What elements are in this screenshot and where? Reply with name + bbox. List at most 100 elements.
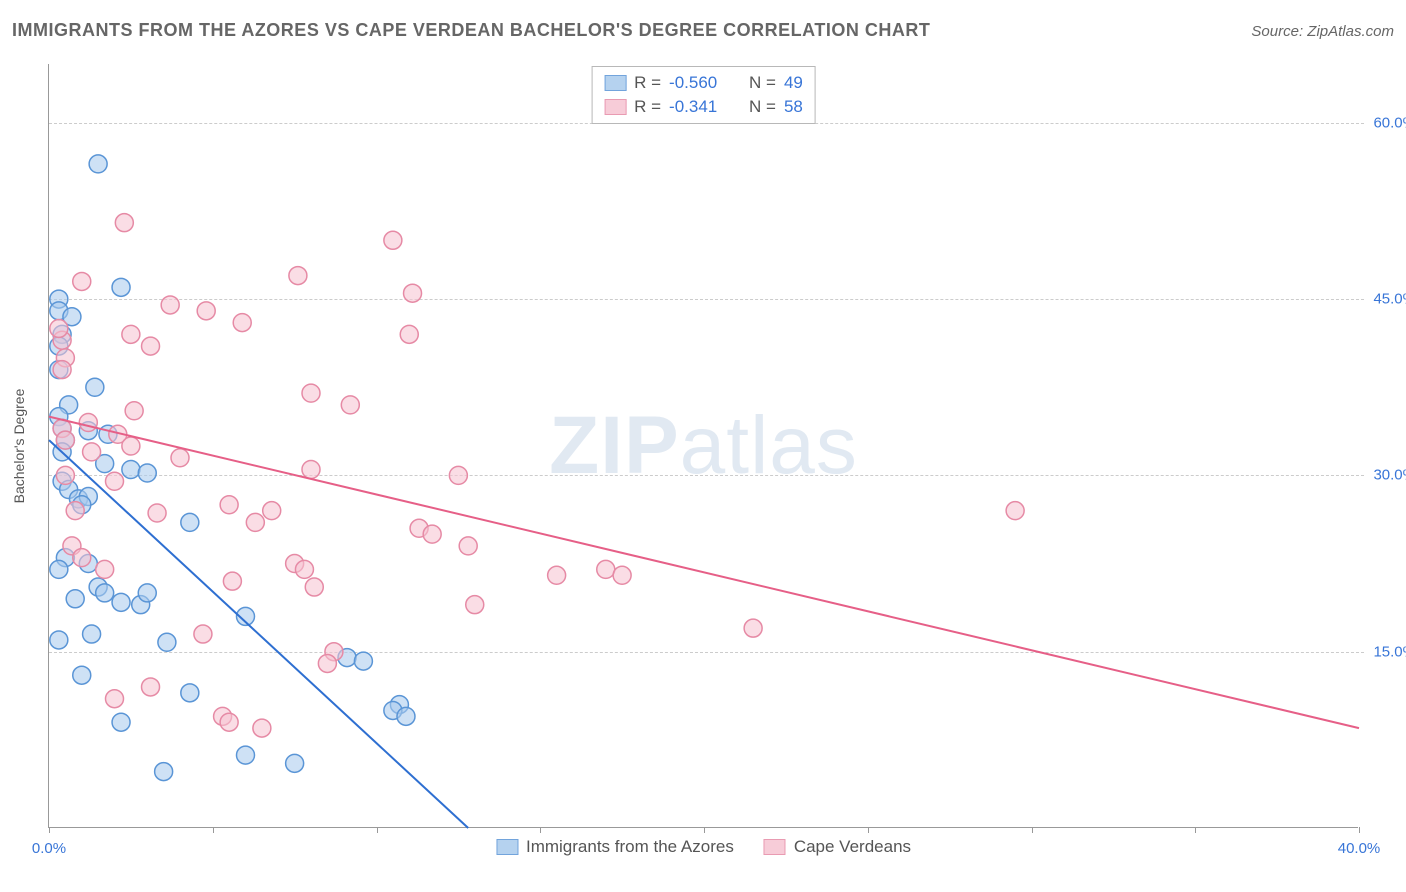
data-point-cape_verdeans	[197, 302, 215, 320]
data-point-azores	[89, 155, 107, 173]
data-point-cape_verdeans	[220, 496, 238, 514]
chart-header: IMMIGRANTS FROM THE AZORES VS CAPE VERDE…	[12, 20, 1394, 41]
x-tick	[1032, 827, 1033, 833]
data-point-cape_verdeans	[83, 443, 101, 461]
x-tick-label: 0.0%	[32, 840, 66, 857]
data-point-cape_verdeans	[223, 572, 241, 590]
source-value: ZipAtlas.com	[1307, 23, 1394, 40]
data-point-azores	[66, 590, 84, 608]
data-point-azores	[73, 666, 91, 684]
data-point-azores	[96, 584, 114, 602]
data-point-cape_verdeans	[449, 466, 467, 484]
data-point-cape_verdeans	[161, 296, 179, 314]
y-axis-label: Bachelor's Degree	[11, 388, 27, 503]
data-point-azores	[112, 278, 130, 296]
r-value: -0.341	[669, 97, 731, 117]
legend-stat-row-cape_verdeans: R = -0.341 N = 58	[604, 95, 803, 119]
data-point-cape_verdeans	[318, 654, 336, 672]
data-point-cape_verdeans	[459, 537, 477, 555]
data-point-cape_verdeans	[96, 560, 114, 578]
data-point-cape_verdeans	[744, 619, 762, 637]
data-point-cape_verdeans	[148, 504, 166, 522]
data-point-cape_verdeans	[302, 384, 320, 402]
x-tick	[1195, 827, 1196, 833]
x-tick-label: 40.0%	[1338, 840, 1381, 857]
data-point-cape_verdeans	[263, 502, 281, 520]
data-point-cape_verdeans	[125, 402, 143, 420]
data-point-azores	[237, 746, 255, 764]
x-tick	[213, 827, 214, 833]
chart-source: Source: ZipAtlas.com	[1251, 23, 1394, 40]
data-point-cape_verdeans	[56, 431, 74, 449]
data-point-azores	[112, 713, 130, 731]
data-point-cape_verdeans	[122, 437, 140, 455]
data-point-azores	[112, 593, 130, 611]
r-label: R =	[634, 97, 661, 117]
data-point-cape_verdeans	[142, 337, 160, 355]
data-point-cape_verdeans	[56, 466, 74, 484]
x-tick	[1359, 827, 1360, 833]
data-point-cape_verdeans	[404, 284, 422, 302]
legend-series-label: Cape Verdeans	[794, 837, 911, 857]
legend-series-azores: Immigrants from the Azores	[496, 837, 734, 857]
data-point-azores	[138, 464, 156, 482]
chart-title: IMMIGRANTS FROM THE AZORES VS CAPE VERDE…	[12, 20, 930, 41]
trend-line-cape_verdeans	[49, 417, 1359, 728]
data-point-cape_verdeans	[233, 314, 251, 332]
data-point-cape_verdeans	[341, 396, 359, 414]
x-tick	[49, 827, 50, 833]
x-tick	[377, 827, 378, 833]
data-point-cape_verdeans	[73, 272, 91, 290]
r-label: R =	[634, 73, 661, 93]
data-point-cape_verdeans	[53, 361, 71, 379]
legend-series-cape_verdeans: Cape Verdeans	[764, 837, 911, 857]
legend-swatch	[764, 839, 786, 855]
data-point-azores	[83, 625, 101, 643]
y-tick-label: 30.0%	[1366, 467, 1406, 484]
data-point-cape_verdeans	[305, 578, 323, 596]
data-point-cape_verdeans	[142, 678, 160, 696]
data-point-azores	[155, 763, 173, 781]
r-value: -0.560	[669, 73, 731, 93]
data-point-azores	[397, 707, 415, 725]
legend-swatch	[496, 839, 518, 855]
data-point-cape_verdeans	[384, 231, 402, 249]
data-point-cape_verdeans	[295, 560, 313, 578]
data-point-cape_verdeans	[289, 267, 307, 285]
n-label: N =	[749, 97, 776, 117]
data-point-azores	[50, 631, 68, 649]
n-value: 58	[784, 97, 803, 117]
data-point-cape_verdeans	[115, 214, 133, 232]
data-point-azores	[122, 461, 140, 479]
source-label: Source:	[1251, 23, 1303, 40]
legend-stat-row-azores: R =-0.560N =49	[604, 71, 803, 95]
trend-line-azores	[49, 440, 468, 828]
data-point-cape_verdeans	[122, 325, 140, 343]
data-point-azores	[181, 513, 199, 531]
data-point-cape_verdeans	[73, 549, 91, 567]
n-label: N =	[749, 73, 776, 93]
data-point-cape_verdeans	[194, 625, 212, 643]
correlation-legend: R =-0.560N =49R =-0.341N =58	[591, 66, 816, 124]
series-legend: Immigrants from the Azores Cape Verdeans	[496, 837, 911, 857]
x-tick	[704, 827, 705, 833]
data-point-cape_verdeans	[106, 690, 124, 708]
data-point-cape_verdeans	[50, 319, 68, 337]
data-point-cape_verdeans	[253, 719, 271, 737]
legend-swatch	[604, 75, 626, 91]
data-point-azores	[286, 754, 304, 772]
data-point-cape_verdeans	[106, 472, 124, 490]
data-point-cape_verdeans	[246, 513, 264, 531]
data-point-cape_verdeans	[79, 413, 97, 431]
data-point-cape_verdeans	[423, 525, 441, 543]
data-point-cape_verdeans	[597, 560, 615, 578]
data-point-azores	[181, 684, 199, 702]
y-tick-label: 60.0%	[1366, 114, 1406, 131]
y-tick-label: 15.0%	[1366, 643, 1406, 660]
data-point-azores	[50, 560, 68, 578]
data-point-azores	[138, 584, 156, 602]
data-point-azores	[354, 652, 372, 670]
data-point-cape_verdeans	[302, 461, 320, 479]
x-tick	[540, 827, 541, 833]
data-point-cape_verdeans	[171, 449, 189, 467]
